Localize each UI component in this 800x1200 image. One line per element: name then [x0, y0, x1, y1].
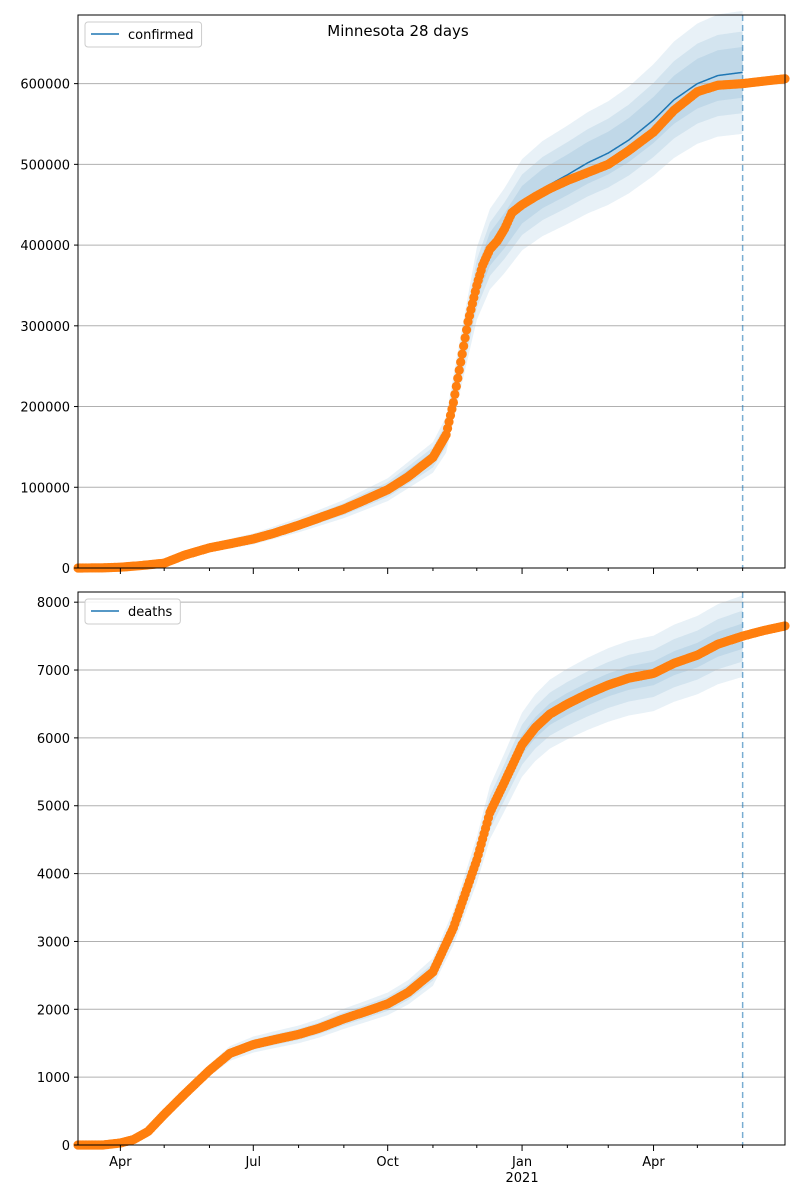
y-tick-label: 300000 — [20, 320, 70, 335]
legend-label-confirmed: confirmed — [128, 28, 194, 43]
y-tick-label: 7000 — [37, 664, 70, 679]
plot-frame — [77, 591, 786, 1146]
y-tick-label: 6000 — [37, 732, 70, 747]
observed-point — [450, 389, 460, 400]
y-tick-label: 1000 — [37, 1071, 70, 1086]
chart-title: Minnesota 28 days — [327, 22, 469, 40]
x-tick-label: Apr — [642, 1155, 665, 1170]
y-tick-label: 8000 — [37, 596, 70, 611]
plot-frame — [77, 14, 786, 569]
legend-deaths: deaths — [84, 598, 181, 625]
forecast-band — [78, 610, 743, 1145]
legend-confirmed: confirmed — [84, 21, 203, 48]
y-tick-label: 400000 — [20, 239, 70, 254]
y-tick-label: 200000 — [20, 401, 70, 416]
x-tick-label: Jan — [511, 1155, 532, 1170]
observed-point — [448, 397, 459, 408]
legend-box — [84, 598, 181, 625]
y-tick-label: 500000 — [20, 158, 70, 173]
forecast-band — [78, 10, 743, 568]
deaths-panel: 0 1000 2000 3000 4000 5000 6000 7000 8000 Apr Jul… — [37, 591, 790, 1186]
y-tick-label: 3000 — [37, 935, 70, 950]
y-tick-label: 2000 — [37, 1003, 70, 1018]
observed-point — [460, 333, 470, 343]
y-tick-label: 100000 — [20, 481, 70, 496]
y-tick-label: 600000 — [20, 78, 70, 93]
forecast-band — [78, 46, 743, 568]
observed-point — [456, 357, 466, 367]
observed-point — [461, 325, 472, 335]
x-year-label: 2021 — [506, 1171, 539, 1186]
legend-label-deaths: deaths — [128, 605, 173, 620]
forecast-band — [78, 595, 743, 1145]
y-tick-label: 4000 — [37, 868, 70, 883]
x-tick-label: Apr — [109, 1155, 132, 1170]
observed-point — [457, 349, 467, 359]
y-tick-label: 0 — [62, 1139, 70, 1154]
x-tick-label: Oct — [376, 1155, 398, 1170]
observed-point — [451, 381, 461, 391]
confirmed-panel: 0 100000 200000 300000 400000 500000 600000 co… — [20, 10, 790, 577]
observed-point — [454, 365, 464, 375]
observed-point — [453, 373, 463, 383]
x-tick-label: Jul — [244, 1155, 261, 1170]
forecast-band — [78, 31, 743, 568]
legend-box — [84, 21, 203, 48]
y-tick-label: 0 — [62, 562, 70, 577]
y-tick-label: 5000 — [37, 800, 70, 815]
observed-point — [459, 341, 469, 351]
